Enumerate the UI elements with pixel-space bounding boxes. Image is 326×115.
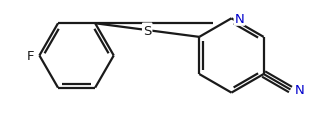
Text: S: S [143,24,151,37]
Text: F: F [27,50,35,62]
Text: N: N [235,13,244,26]
Text: N: N [294,83,304,96]
